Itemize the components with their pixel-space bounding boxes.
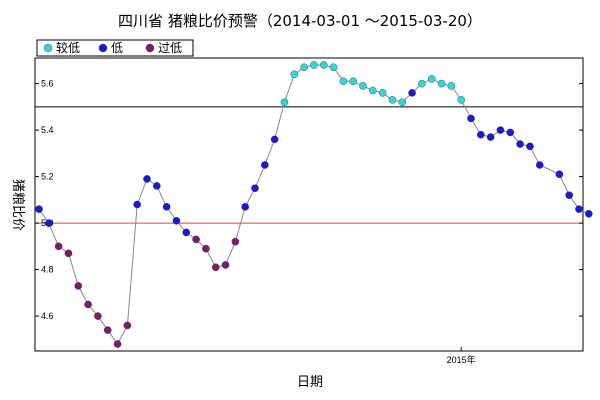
data-point bbox=[555, 170, 564, 179]
data-point bbox=[35, 205, 43, 213]
y-axis-label: 猪粮比价 bbox=[10, 179, 25, 231]
y-tick-label: 4.6 bbox=[41, 311, 54, 321]
plot-frame bbox=[34, 57, 584, 352]
data-point bbox=[270, 135, 279, 144]
legend-box bbox=[36, 39, 194, 57]
legend-label: 低 bbox=[111, 41, 123, 55]
data-point bbox=[506, 128, 515, 137]
data-point bbox=[486, 133, 495, 141]
legend-marker bbox=[145, 43, 155, 53]
data-point bbox=[280, 98, 289, 106]
data-point bbox=[300, 63, 308, 72]
chart-title: 四川省 猪粮比价预警（2014-03-01 ～2015-03-20） bbox=[118, 12, 482, 30]
data-point bbox=[143, 175, 151, 183]
data-point bbox=[378, 89, 387, 97]
data-point bbox=[457, 96, 465, 104]
legend-marker bbox=[43, 43, 53, 53]
data-point bbox=[447, 82, 456, 90]
legend-label: 较低 bbox=[56, 40, 80, 55]
data-point bbox=[526, 142, 534, 151]
data-point bbox=[45, 219, 53, 227]
data-point bbox=[496, 126, 505, 134]
data-point bbox=[359, 82, 367, 90]
data-point bbox=[388, 96, 397, 104]
data-point bbox=[153, 182, 161, 190]
y-tick-label: 5.4 bbox=[41, 125, 54, 135]
data-point bbox=[241, 203, 249, 211]
data-point bbox=[290, 70, 299, 79]
data-point bbox=[202, 244, 210, 253]
x-tick-label: 2015年 bbox=[447, 354, 476, 365]
data-point bbox=[467, 114, 475, 123]
data-point bbox=[427, 75, 436, 83]
data-point bbox=[585, 210, 593, 218]
data-point bbox=[84, 300, 92, 309]
data-point bbox=[113, 340, 122, 348]
y-tick-label: 4.8 bbox=[41, 265, 54, 275]
x-axis-label: 日期 bbox=[297, 375, 323, 390]
data-point bbox=[133, 200, 141, 209]
data-point bbox=[408, 89, 416, 97]
y-tick-label: 5.2 bbox=[41, 172, 54, 182]
data-point bbox=[349, 77, 357, 86]
data-point bbox=[329, 63, 338, 72]
data-points bbox=[35, 61, 593, 348]
data-point bbox=[192, 235, 200, 244]
data-point bbox=[172, 216, 181, 225]
data-point bbox=[339, 77, 348, 86]
data-point bbox=[369, 86, 377, 95]
y-tick-label: 5.6 bbox=[41, 79, 54, 89]
data-point bbox=[211, 263, 220, 272]
data-point bbox=[251, 184, 259, 193]
legend-label: 过低 bbox=[158, 41, 182, 55]
x-axis-ticks: 2015年 bbox=[447, 347, 476, 365]
legend: 较低 低 过低 bbox=[36, 39, 194, 57]
data-point bbox=[310, 61, 318, 69]
data-point bbox=[418, 79, 426, 88]
data-point bbox=[231, 237, 240, 246]
legend-marker bbox=[98, 43, 108, 53]
data-point bbox=[221, 261, 230, 269]
data-point bbox=[182, 228, 191, 237]
data-point bbox=[162, 203, 171, 211]
data-point bbox=[535, 161, 544, 169]
data-point bbox=[319, 61, 328, 69]
data-point bbox=[565, 191, 573, 199]
data-point bbox=[74, 282, 83, 290]
data-point bbox=[261, 161, 269, 169]
data-point bbox=[103, 326, 112, 334]
data-point bbox=[437, 79, 446, 88]
data-point bbox=[64, 249, 73, 258]
data-point bbox=[516, 140, 524, 148]
data-point bbox=[477, 130, 485, 139]
data-point bbox=[54, 242, 63, 251]
y-axis-ticks: 4.64.85.05.25.45.6 bbox=[35, 79, 583, 321]
data-point bbox=[575, 205, 583, 213]
data-point bbox=[123, 321, 132, 330]
data-point bbox=[398, 98, 407, 106]
data-point bbox=[94, 312, 102, 320]
